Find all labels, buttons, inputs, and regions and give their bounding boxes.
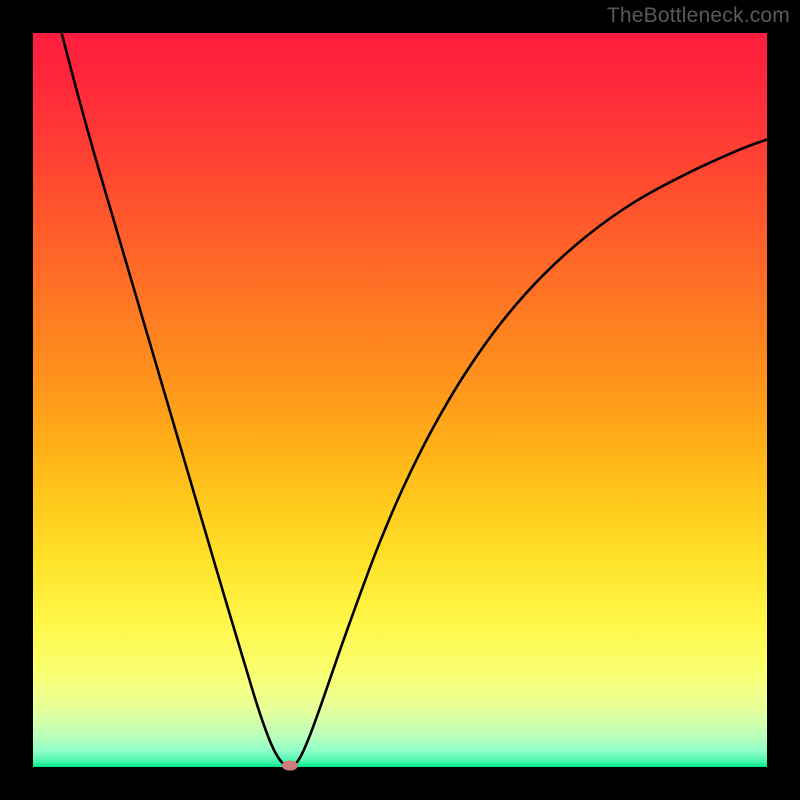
bottleneck-chart [0,0,800,800]
optimal-point-marker [282,761,298,771]
chart-stage: TheBottleneck.com [0,0,800,800]
watermark-text: TheBottleneck.com [607,4,790,28]
plot-gradient-background [33,33,767,767]
